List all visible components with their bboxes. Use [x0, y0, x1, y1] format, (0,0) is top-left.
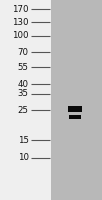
FancyBboxPatch shape [0, 0, 51, 200]
Text: 170: 170 [12, 4, 29, 14]
FancyBboxPatch shape [68, 106, 82, 112]
Text: 70: 70 [18, 48, 29, 57]
Text: 100: 100 [12, 31, 29, 40]
Text: 25: 25 [18, 106, 29, 115]
Text: 10: 10 [18, 154, 29, 162]
Text: 15: 15 [18, 136, 29, 145]
FancyBboxPatch shape [69, 115, 81, 119]
Text: 40: 40 [18, 80, 29, 89]
Text: 130: 130 [12, 18, 29, 27]
Text: 35: 35 [18, 90, 29, 98]
Text: 55: 55 [18, 63, 29, 72]
